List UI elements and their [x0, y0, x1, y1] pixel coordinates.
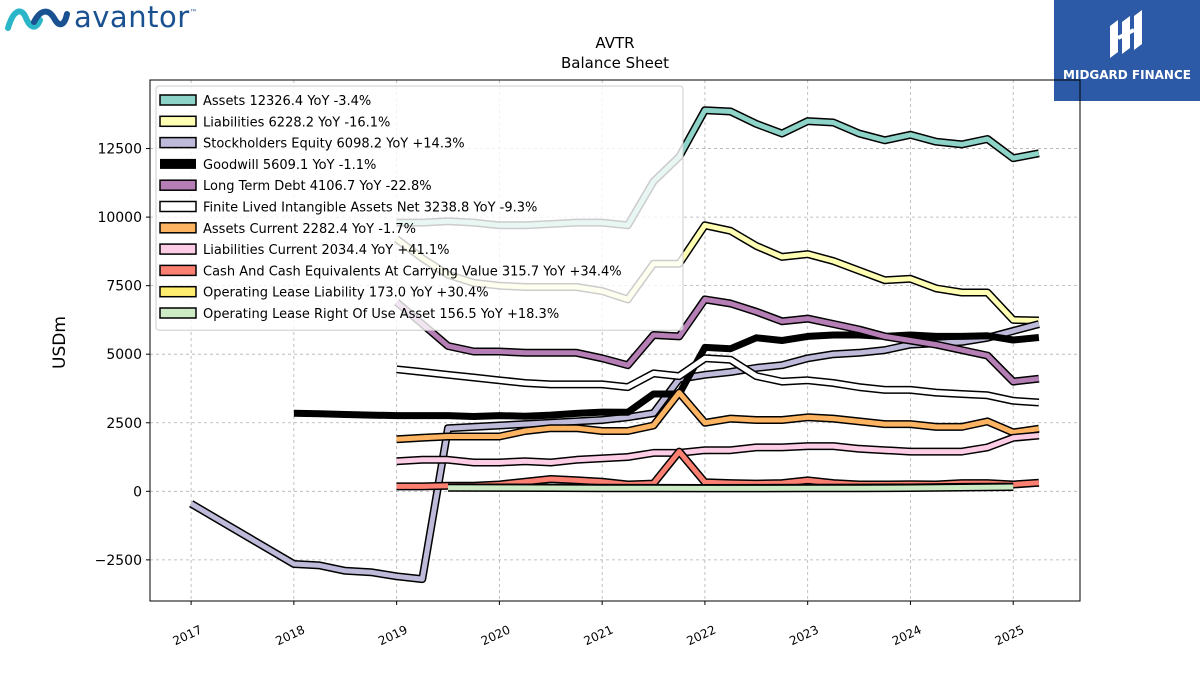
legend-label-4: Long Term Debt 4106.7 YoY -22.8%	[203, 179, 432, 194]
legend-swatch-7	[159, 243, 197, 255]
x-tick-label: 2023	[787, 623, 821, 649]
y-axis-label: USDm	[50, 316, 70, 369]
legend-swatch-8	[159, 264, 197, 277]
legend-label-5: Finite Lived Intangible Assets Net 3238.…	[203, 201, 537, 216]
legend-swatch-10	[159, 307, 197, 319]
y-tick-label: 2500	[106, 416, 142, 432]
chart-title: AVTR	[595, 34, 634, 52]
legend-label-9: Operating Lease Liability 173.0 YoY +30.…	[203, 286, 489, 301]
x-tick-label: 2020	[479, 623, 513, 649]
legend-box	[155, 85, 684, 331]
y-tick-label: 12500	[97, 142, 142, 158]
y-tick-label: 10000	[97, 210, 142, 226]
series-line-5	[396, 355, 1040, 405]
chart-subtitle: Balance Sheet	[561, 54, 669, 72]
x-tick-label: 2018	[273, 623, 307, 649]
midgard-finance-logo: MIDGARD FINANCE	[1054, 0, 1200, 101]
series-line-6	[396, 390, 1040, 442]
legend-label-1: Liabilities 6228.2 YoY -16.1%	[203, 115, 390, 130]
series-outline-3	[293, 331, 1040, 420]
legend-swatch-6	[159, 222, 197, 234]
legend-label-10: Operating Lease Right Of Use Asset 156.5…	[203, 307, 559, 322]
avantor-logo: avantor™	[4, 0, 244, 38]
legend-swatch-4	[159, 179, 197, 191]
legend-swatch-3	[160, 158, 196, 169]
y-tick-label: 5000	[106, 347, 142, 363]
legend-label-2: Stockholders Equity 6098.2 YoY +14.3%	[203, 137, 465, 152]
legend-swatch-0	[159, 94, 197, 106]
y-tick-label: 0	[133, 484, 142, 500]
legend-label-7: Liabilities Current 2034.4 YoY +41.1%	[203, 243, 450, 258]
series-line-2	[189, 321, 1040, 582]
legend-label-0: Assets 12326.4 YoY -3.4%	[203, 94, 371, 109]
x-tick-label: 2024	[890, 623, 924, 649]
legend-label-3: Goodwill 5609.1 YoY -1.1%	[203, 158, 376, 173]
x-tick-label: 2021	[582, 623, 616, 649]
series-line-10	[447, 484, 1014, 491]
series-line-4	[394, 296, 1040, 385]
midgard-emblem-icon	[1110, 10, 1142, 58]
x-tick-label: 2022	[684, 623, 718, 649]
legend-label-6: Assets Current 2282.4 YoY -1.7%	[203, 222, 416, 237]
x-tick-label: 2017	[171, 623, 205, 649]
x-tick-label: 2025	[993, 623, 1027, 649]
legend-swatch-2	[159, 136, 197, 149]
plot-frame	[149, 79, 1081, 602]
avantor-wordmark: avantor™	[74, 0, 199, 34]
legend-swatch-9	[159, 285, 197, 298]
series-line-7	[396, 433, 1040, 465]
avantor-wave-icon	[5, 8, 70, 31]
y-tick-label: 7500	[106, 279, 142, 295]
legend-label-8: Cash And Cash Equivalents At Carrying Va…	[203, 264, 622, 279]
y-tick-label: −2500	[95, 553, 142, 569]
midgard-wordmark: MIDGARD FINANCE	[1063, 68, 1191, 82]
x-tick-label: 2019	[376, 623, 410, 649]
legend-swatch-5	[159, 200, 197, 213]
legend-swatch-1	[159, 115, 197, 128]
